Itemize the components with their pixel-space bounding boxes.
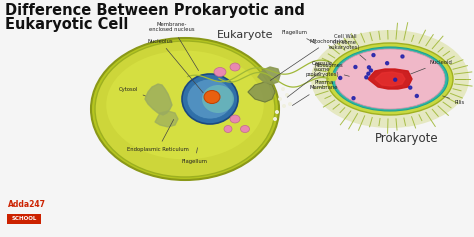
Circle shape	[372, 54, 375, 57]
Text: SCHOOL: SCHOOL	[11, 217, 36, 222]
Text: Cell Wall
(in some
eukaryotes): Cell Wall (in some eukaryotes)	[329, 34, 366, 60]
Text: Cytosol: Cytosol	[118, 87, 146, 96]
Ellipse shape	[230, 115, 240, 123]
Circle shape	[282, 104, 286, 108]
Ellipse shape	[91, 38, 279, 180]
Polygon shape	[258, 67, 280, 84]
Text: Ribosomes: Ribosomes	[287, 63, 344, 97]
Text: Prokaryote: Prokaryote	[375, 132, 438, 145]
Ellipse shape	[327, 43, 453, 115]
Text: Plasma
Membrane: Plasma Membrane	[292, 80, 338, 105]
Text: Capsule
(some
prokaryotes): Capsule (some prokaryotes)	[305, 61, 349, 77]
Circle shape	[285, 93, 289, 97]
Ellipse shape	[106, 51, 264, 160]
Ellipse shape	[311, 30, 469, 128]
Text: Flagellum: Flagellum	[282, 29, 316, 44]
Polygon shape	[368, 69, 412, 89]
Ellipse shape	[230, 63, 240, 71]
Ellipse shape	[202, 85, 234, 113]
Polygon shape	[375, 72, 405, 86]
Circle shape	[394, 78, 397, 81]
Circle shape	[415, 95, 419, 97]
Text: Eukaryotic Cell: Eukaryotic Cell	[5, 17, 128, 32]
Circle shape	[275, 110, 279, 114]
Circle shape	[329, 73, 337, 81]
Circle shape	[365, 76, 368, 79]
Text: Membrane-
enclosed nucleus: Membrane- enclosed nucleus	[149, 22, 199, 71]
Circle shape	[367, 66, 371, 69]
Circle shape	[278, 97, 282, 101]
Text: Adda247: Adda247	[8, 200, 46, 209]
Ellipse shape	[187, 79, 233, 119]
Ellipse shape	[332, 47, 448, 111]
Circle shape	[352, 97, 355, 100]
Ellipse shape	[182, 74, 238, 124]
Ellipse shape	[214, 68, 226, 77]
Circle shape	[288, 102, 292, 106]
Text: Mitochondrion: Mitochondrion	[270, 38, 347, 80]
Ellipse shape	[335, 49, 445, 109]
Polygon shape	[155, 111, 178, 127]
Circle shape	[273, 117, 277, 121]
Text: Eukaryote: Eukaryote	[217, 30, 273, 40]
Ellipse shape	[240, 126, 249, 132]
FancyBboxPatch shape	[7, 214, 41, 224]
Circle shape	[354, 65, 357, 68]
Text: Flagellum: Flagellum	[182, 148, 208, 164]
Polygon shape	[145, 84, 172, 115]
Circle shape	[409, 86, 412, 89]
Circle shape	[386, 62, 389, 65]
Text: Pilis: Pilis	[443, 96, 465, 105]
Text: Endoplasmic Reticulum: Endoplasmic Reticulum	[127, 119, 189, 151]
Ellipse shape	[224, 126, 232, 132]
Text: Nucleoid: Nucleoid	[410, 59, 453, 74]
Circle shape	[370, 69, 373, 72]
Circle shape	[339, 77, 342, 79]
Text: Nucleolus: Nucleolus	[147, 38, 203, 93]
Circle shape	[401, 55, 404, 58]
Circle shape	[367, 72, 370, 75]
Ellipse shape	[95, 41, 275, 177]
Circle shape	[281, 87, 285, 91]
Text: Difference Between Prokaryotic and: Difference Between Prokaryotic and	[5, 3, 305, 18]
Polygon shape	[248, 82, 275, 102]
Ellipse shape	[204, 91, 220, 104]
